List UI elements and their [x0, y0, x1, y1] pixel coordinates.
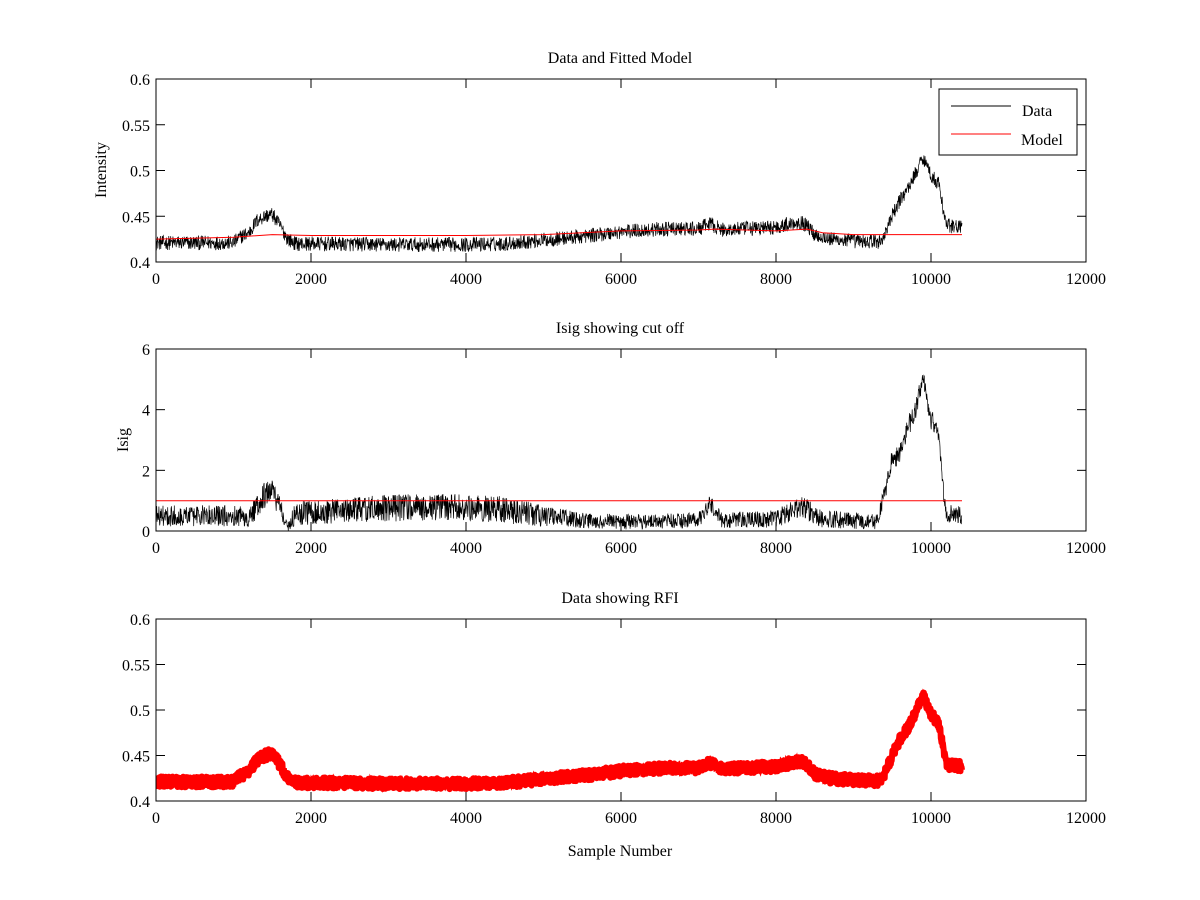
legend: Data Model	[938, 88, 1078, 156]
rfi-plot-area	[156, 688, 965, 794]
isig-x-tick-label: 0	[152, 540, 160, 557]
isig-x-tick-label: 12000	[1066, 540, 1106, 557]
isig-x-tick-label: 8000	[760, 540, 792, 557]
isig-y-tick-label: 2	[142, 463, 150, 480]
x-axis-label: Sample Number	[568, 843, 673, 860]
rfi-x-tick-label: 10000	[911, 810, 951, 827]
intensity-plot-area	[156, 155, 963, 252]
isig-y-tick-label: 0	[142, 524, 150, 541]
intensity-y-tick-label: 0.6	[130, 72, 150, 89]
isig-x-tick-label: 10000	[911, 540, 951, 557]
rfi-x-tick-label: 12000	[1066, 810, 1106, 827]
isig-axes: 0 2000 4000 6000 8000 10000 12000 0 2 4 6	[142, 342, 1106, 557]
isig-y-tick-label: 6	[142, 342, 150, 359]
intensity-y-tick-label: 0.4	[130, 255, 150, 272]
legend-entry-model: Model	[1021, 132, 1063, 149]
intensity-model-series	[156, 228, 962, 240]
rfi-y-tick-label: 0.5	[130, 703, 150, 720]
rfi-x-tick-label: 6000	[605, 810, 637, 827]
intensity-x-tick-label: 10000	[911, 271, 951, 288]
intensity-x-tick-label: 4000	[450, 271, 482, 288]
intensity-x-tick-label: 8000	[760, 271, 792, 288]
intensity-y-tick-label: 0.55	[122, 118, 150, 135]
intensity-x-tick-label: 2000	[295, 271, 327, 288]
isig-x-tick-label: 2000	[295, 540, 327, 557]
rfi-y-tick-label: 0.45	[122, 749, 150, 766]
isig-x-tick-label: 6000	[605, 540, 637, 557]
rfi-y-tick-label: 0.4	[130, 794, 150, 811]
isig-plot-area	[156, 374, 963, 531]
intensity-y-tick-label: 0.5	[130, 164, 150, 181]
intensity-panel: Data and Fitted Model Intensity 0 2000 400…	[93, 50, 1106, 288]
legend-box	[938, 88, 1078, 156]
rfi-x-tick-label: 8000	[760, 810, 792, 827]
rfi-x-tick-label: 2000	[295, 810, 327, 827]
intensity-x-tick-label: 12000	[1066, 271, 1106, 288]
isig-y-axis-label: Isig	[115, 428, 132, 452]
isig-panel: Isig showing cut off Isig 0 2000 4000 6000 8…	[115, 320, 1106, 557]
rfi-x-tick-label: 0	[152, 810, 160, 827]
intensity-y-axis-label: Intensity	[93, 142, 110, 198]
intensity-x-tick-label: 0	[152, 271, 160, 288]
legend-entry-data: Data	[1022, 103, 1052, 120]
rfi-y-tick-label: 0.55	[122, 658, 150, 675]
rfi-axes: 0 2000 4000 6000 8000 10000 12000 0.4 0.45 0.5 0.5…	[122, 612, 1106, 827]
rfi-data-series-markers	[156, 688, 963, 794]
rfi-x-tick-label: 4000	[450, 810, 482, 827]
rfi-panel: Data showing RFI Sample Number 0 2000 4000…	[122, 590, 1106, 860]
isig-data-series	[156, 374, 963, 531]
rfi-panel-title: Data showing RFI	[561, 590, 678, 607]
isig-panel-title: Isig showing cut off	[556, 320, 685, 337]
rfi-y-tick-label: 0.6	[130, 612, 150, 629]
isig-y-tick-label: 4	[142, 403, 150, 420]
intensity-y-tick-label: 0.45	[122, 209, 150, 226]
intensity-x-tick-label: 6000	[605, 271, 637, 288]
intensity-axes: 0 2000 4000 6000 8000 10000 12000 0.4 0.45 0.5 0.5…	[122, 72, 1106, 288]
intensity-data-series	[156, 155, 963, 252]
intensity-panel-title: Data and Fitted Model	[548, 50, 693, 67]
isig-x-tick-label: 4000	[450, 540, 482, 557]
